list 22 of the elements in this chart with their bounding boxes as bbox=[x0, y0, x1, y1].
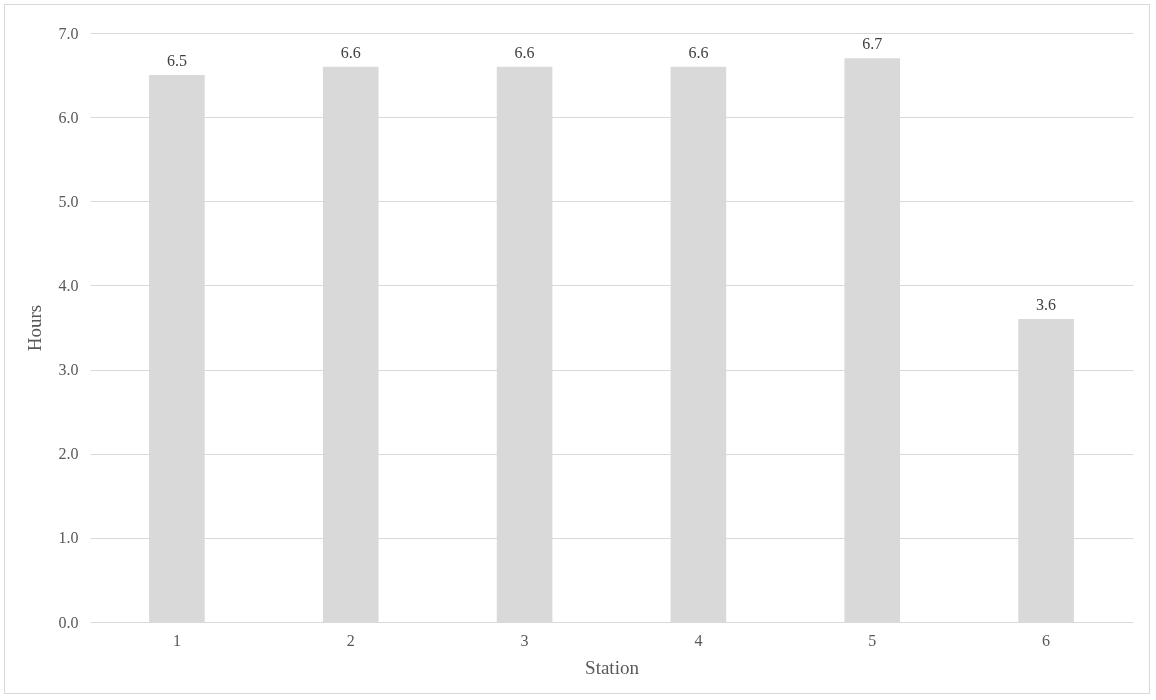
data-label: 6.6 bbox=[514, 43, 535, 61]
x-tick-label: 3 bbox=[520, 631, 529, 649]
data-label: 6.7 bbox=[862, 35, 883, 53]
y-tick-label: 3.0 bbox=[58, 361, 79, 379]
x-tick-label: 4 bbox=[694, 631, 703, 649]
y-tick-label: 6.0 bbox=[58, 108, 79, 126]
y-tick-label: 2.0 bbox=[58, 445, 79, 463]
x-tick-label: 5 bbox=[868, 631, 877, 649]
x-tick-label: 2 bbox=[346, 631, 355, 649]
y-axis-title: Hours bbox=[23, 304, 45, 352]
data-label: 6.6 bbox=[688, 43, 709, 61]
x-tick-label: 6 bbox=[1042, 631, 1051, 649]
x-axis-title: Station bbox=[585, 656, 640, 678]
data-label: 3.6 bbox=[1036, 296, 1057, 314]
y-tick-label: 4.0 bbox=[58, 276, 79, 294]
data-label: 6.6 bbox=[340, 43, 361, 61]
y-tick-label: 5.0 bbox=[58, 192, 79, 210]
y-tick-label: 1.0 bbox=[58, 529, 79, 547]
data-label: 6.5 bbox=[166, 52, 187, 70]
x-tick-label: 1 bbox=[172, 631, 181, 649]
y-tick-label: 0.0 bbox=[58, 613, 79, 631]
y-tick-label: 7.0 bbox=[58, 24, 79, 42]
